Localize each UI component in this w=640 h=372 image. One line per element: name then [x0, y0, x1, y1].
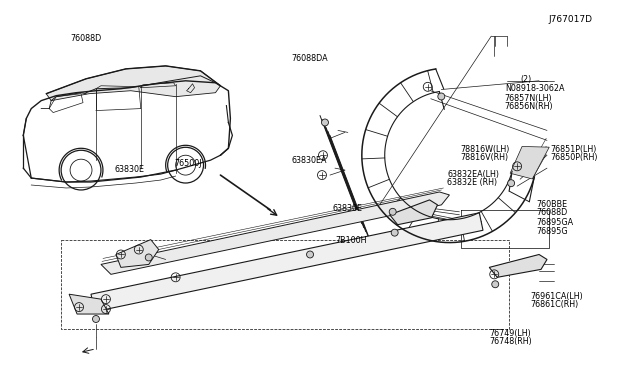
Text: 76856N(RH): 76856N(RH) [505, 102, 554, 111]
Polygon shape [390, 200, 438, 225]
Text: 63832EA(LH): 63832EA(LH) [447, 170, 499, 179]
Text: 76861C(RH): 76861C(RH) [531, 300, 579, 309]
Polygon shape [489, 254, 547, 277]
Polygon shape [46, 66, 220, 101]
Text: 76748(RH): 76748(RH) [490, 337, 532, 346]
Circle shape [508, 180, 515, 187]
Text: 76500J: 76500J [175, 159, 202, 169]
Text: 63832E (RH): 63832E (RH) [447, 178, 497, 187]
Circle shape [389, 208, 396, 215]
Text: 76088DA: 76088DA [291, 54, 328, 63]
Circle shape [492, 281, 499, 288]
Polygon shape [116, 240, 159, 267]
Circle shape [93, 315, 99, 323]
Circle shape [307, 251, 314, 258]
Polygon shape [510, 147, 549, 179]
Text: 78816V(RH): 78816V(RH) [460, 153, 508, 162]
Text: 76895GA: 76895GA [537, 218, 574, 227]
Circle shape [438, 93, 445, 100]
Text: 63830E: 63830E [333, 203, 363, 213]
Text: N08918-3062A: N08918-3062A [505, 84, 564, 93]
Text: 76851P(LH): 76851P(LH) [550, 145, 597, 154]
Text: (2): (2) [521, 75, 532, 84]
Polygon shape [101, 192, 449, 274]
Text: 76850P(RH): 76850P(RH) [550, 153, 598, 162]
Text: 63830E: 63830E [115, 165, 145, 174]
Text: 78816W(LH): 78816W(LH) [460, 145, 509, 154]
Circle shape [145, 254, 152, 261]
Text: 76857N(LH): 76857N(LH) [505, 94, 552, 103]
Text: 76961CA(LH): 76961CA(LH) [531, 292, 583, 301]
Text: 63830EA: 63830EA [291, 156, 327, 166]
Text: 7B100H: 7B100H [335, 236, 367, 245]
Text: J767017D: J767017D [548, 15, 592, 23]
Circle shape [321, 119, 328, 126]
Text: 76088D: 76088D [70, 34, 102, 43]
Circle shape [391, 229, 398, 236]
Text: 76749(LH): 76749(LH) [490, 329, 531, 338]
Text: 76088D: 76088D [537, 208, 568, 217]
Polygon shape [69, 294, 109, 314]
Text: 760BBE: 760BBE [537, 200, 568, 209]
Text: 76895G: 76895G [537, 227, 568, 235]
Polygon shape [91, 213, 483, 312]
